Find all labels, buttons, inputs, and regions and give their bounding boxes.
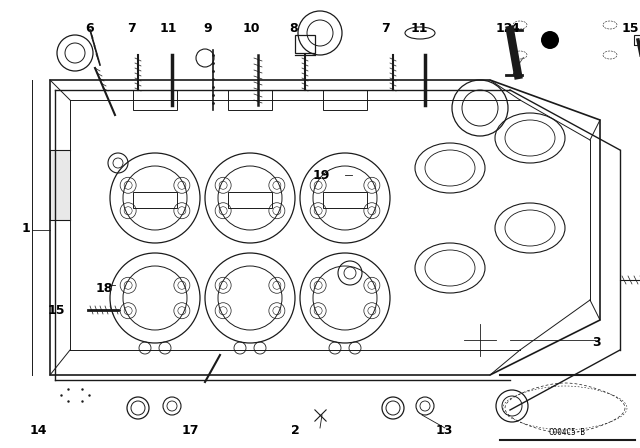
Polygon shape — [50, 150, 70, 220]
Bar — [323, 192, 367, 208]
Circle shape — [541, 31, 559, 49]
Text: 19: 19 — [312, 168, 330, 181]
Text: 9: 9 — [204, 22, 212, 35]
Bar — [228, 90, 272, 110]
Text: 18: 18 — [96, 281, 113, 294]
Text: 17: 17 — [182, 423, 200, 436]
Text: 15: 15 — [621, 22, 639, 35]
Bar — [133, 192, 177, 208]
Bar — [634, 35, 640, 45]
Text: 15: 15 — [48, 303, 65, 316]
Text: 6: 6 — [86, 22, 94, 35]
Bar — [295, 35, 315, 53]
Text: 4: 4 — [510, 22, 519, 35]
Text: 7: 7 — [127, 22, 136, 35]
Text: 7: 7 — [381, 22, 389, 35]
Bar — [133, 90, 177, 110]
Bar — [323, 90, 367, 110]
Text: 10: 10 — [243, 22, 260, 35]
Text: 1: 1 — [22, 221, 31, 234]
Text: 11: 11 — [410, 22, 428, 35]
Bar — [228, 192, 272, 208]
Text: 12: 12 — [495, 22, 513, 35]
Text: 8: 8 — [290, 22, 298, 35]
Text: 3: 3 — [592, 336, 600, 349]
Text: 14: 14 — [30, 423, 47, 436]
Text: C004C5·B: C004C5·B — [548, 428, 586, 437]
Text: 11: 11 — [159, 22, 177, 35]
Text: 13: 13 — [436, 423, 453, 436]
Text: 2: 2 — [291, 423, 300, 436]
